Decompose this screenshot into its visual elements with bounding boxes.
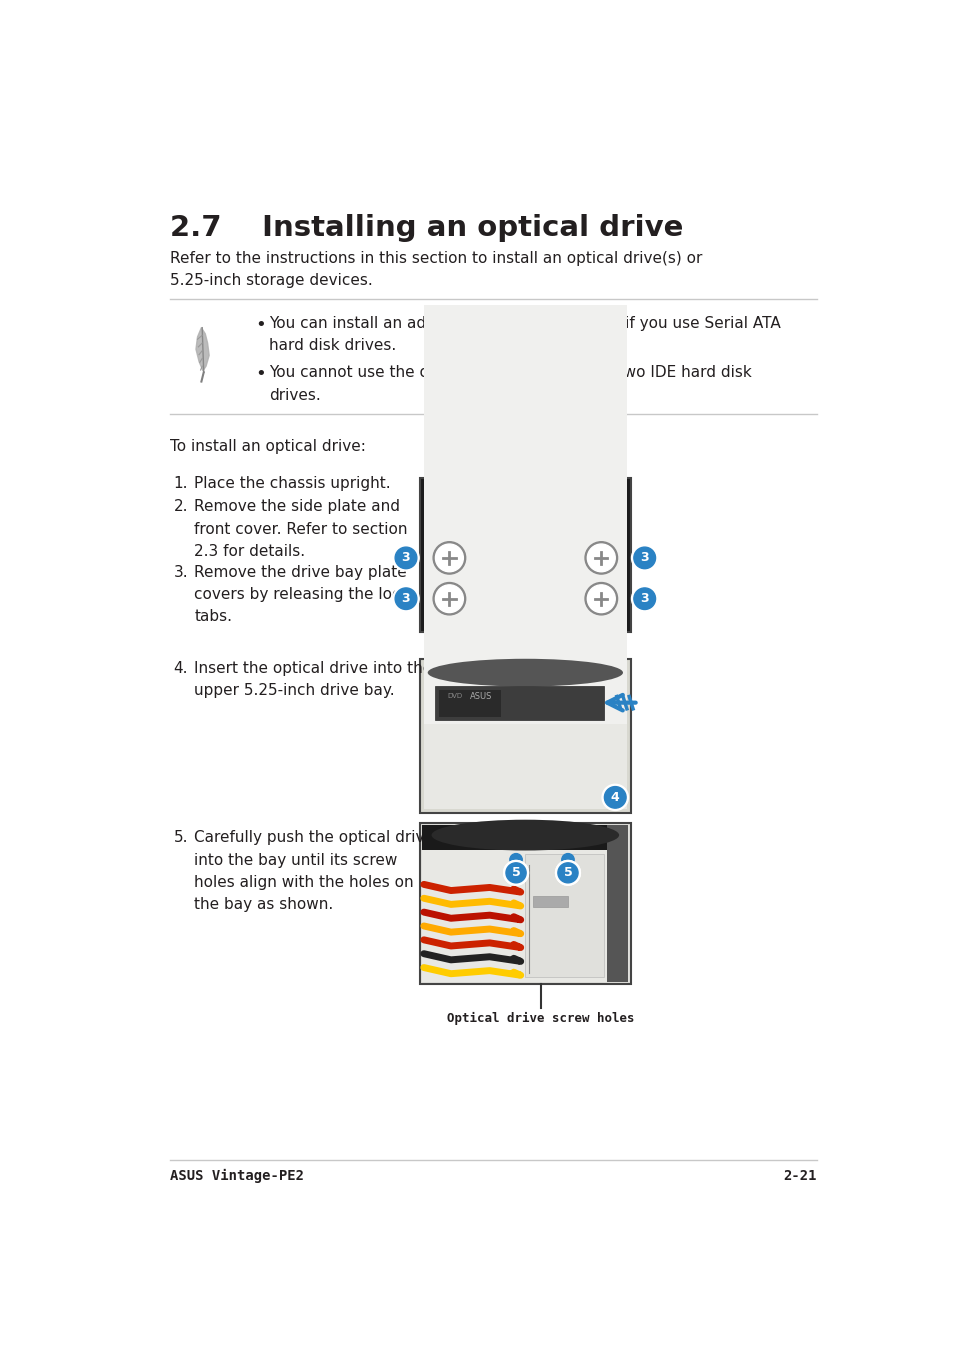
Text: 2-21: 2-21 [782,1169,816,1183]
FancyBboxPatch shape [423,662,626,809]
Text: 3: 3 [401,551,410,565]
Text: Optical drive screw holes: Optical drive screw holes [447,1012,634,1024]
Circle shape [393,585,418,612]
Text: 4: 4 [610,790,619,804]
Circle shape [633,547,655,569]
Text: 3: 3 [639,592,648,605]
FancyBboxPatch shape [423,662,626,684]
FancyBboxPatch shape [422,825,628,850]
Circle shape [558,863,578,882]
FancyBboxPatch shape [419,659,630,813]
Text: You cannot use the optical drive if you install two IDE hard disk
drives.: You cannot use the optical drive if you … [269,365,751,403]
Circle shape [587,544,615,571]
FancyBboxPatch shape [423,617,626,628]
Circle shape [509,854,521,866]
FancyBboxPatch shape [423,482,626,628]
Text: 3: 3 [401,592,410,605]
Ellipse shape [431,820,618,851]
Circle shape [584,542,617,574]
Circle shape [503,861,528,885]
Text: 5: 5 [511,866,520,880]
Circle shape [395,547,416,569]
FancyBboxPatch shape [607,825,628,982]
Text: 3: 3 [639,551,648,565]
Text: 1.: 1. [173,477,188,492]
Circle shape [555,861,579,885]
Text: 3.: 3. [173,565,188,580]
FancyBboxPatch shape [533,896,567,907]
Text: Remove the side plate and
front cover. Refer to section
2.3 for details.: Remove the side plate and front cover. R… [194,500,408,559]
Text: •: • [254,316,265,334]
Circle shape [395,588,416,609]
Text: Remove the drive bay plate
covers by releasing the lock
tabs.: Remove the drive bay plate covers by rel… [194,565,410,624]
Circle shape [584,582,617,615]
Polygon shape [195,328,209,370]
FancyBboxPatch shape [419,823,630,985]
Circle shape [604,786,625,808]
Text: Refer to the instructions in this section to install an optical drive(s) or
5.25: Refer to the instructions in this sectio… [170,251,701,289]
FancyBboxPatch shape [423,304,626,724]
Text: 4.: 4. [173,661,188,676]
FancyBboxPatch shape [439,689,500,716]
Text: 5.: 5. [173,831,188,846]
Text: ASUS Vintage-PE2: ASUS Vintage-PE2 [170,1169,303,1183]
Ellipse shape [427,659,622,686]
Text: 2.: 2. [173,500,188,515]
Circle shape [435,585,463,612]
Text: You can install an additional optical drive only if you use Serial ATA
hard disk: You can install an additional optical dr… [269,316,780,354]
Circle shape [561,854,574,866]
Circle shape [435,544,463,571]
Circle shape [587,585,615,612]
Text: Insert the optical drive into the
upper 5.25-inch drive bay.: Insert the optical drive into the upper … [194,661,433,698]
Text: DVD: DVD [447,693,461,700]
Circle shape [601,785,628,811]
FancyBboxPatch shape [434,580,617,617]
Circle shape [393,544,418,571]
Circle shape [633,588,655,609]
Text: Carefully push the optical drive
into the bay until its screw
holes align with t: Carefully push the optical drive into th… [194,831,434,912]
Circle shape [631,544,658,571]
Circle shape [433,582,465,615]
Circle shape [631,585,658,612]
FancyBboxPatch shape [422,825,628,982]
FancyBboxPatch shape [434,539,617,577]
Text: ASUS: ASUS [470,692,492,701]
Circle shape [433,542,465,574]
Text: •: • [254,365,265,384]
Circle shape [505,863,525,882]
FancyBboxPatch shape [447,492,603,534]
Text: 5: 5 [563,866,572,880]
FancyBboxPatch shape [525,854,603,977]
Text: Place the chassis upright.: Place the chassis upright. [194,477,391,492]
Text: To install an optical drive:: To install an optical drive: [170,439,365,454]
Circle shape [503,861,528,885]
FancyBboxPatch shape [435,686,603,720]
FancyBboxPatch shape [419,478,630,632]
Text: 2.7    Installing an optical drive: 2.7 Installing an optical drive [170,215,682,242]
Circle shape [555,861,579,885]
